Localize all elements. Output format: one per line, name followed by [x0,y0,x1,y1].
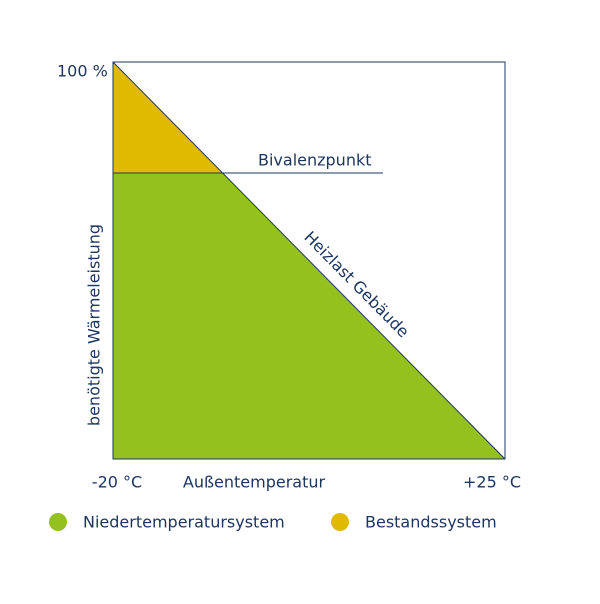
y-axis-label: benötigte Wärmeleistung [85,224,104,426]
frame [112,61,506,460]
x-max-label: +25 °C [463,473,521,492]
heat-load-line [112,61,506,460]
legend-label: Niedertemperatursystem [83,513,285,532]
x-min-label: -20 °C [92,473,142,492]
legend-label: Bestandssystem [365,513,497,532]
legend-swatch [49,513,67,531]
legend-swatch [331,513,349,531]
x-axis-label: Außentemperatur [183,473,326,492]
y-max-label: 100 % [57,62,108,81]
low-temperature-area [113,173,505,459]
bivalence-label: Bivalenzpunkt [258,151,372,170]
